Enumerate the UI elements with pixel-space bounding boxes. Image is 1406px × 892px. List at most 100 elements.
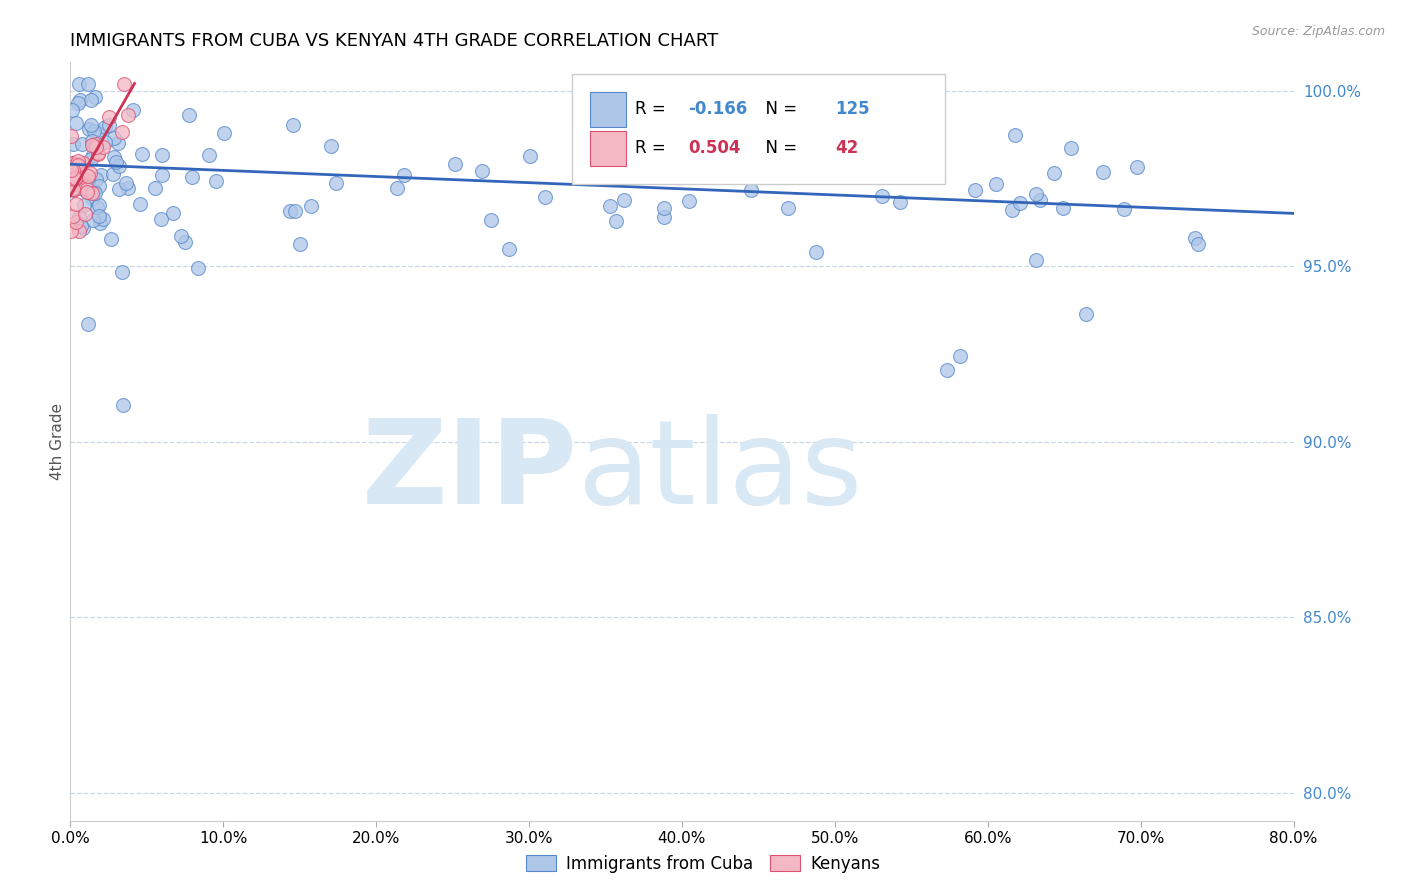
Point [108, 159, 131, 173]
Point [117, 181, 139, 195]
Point [62, 163, 84, 178]
Point [1001, 202, 1024, 217]
Point [70, 137, 93, 152]
Point [321, 139, 343, 153]
Point [60, 162, 83, 177]
Point [498, 243, 520, 257]
Point [103, 150, 125, 164]
Point [718, 139, 741, 153]
Point [86, 146, 108, 161]
Point [60, 170, 83, 185]
Point [77, 77, 100, 91]
Point [963, 183, 986, 197]
Legend: Immigrants from Cuba, Kenyans: Immigrants from Cuba, Kenyans [519, 848, 887, 880]
Point [115, 176, 138, 190]
Point [84, 140, 107, 154]
Point [60, 169, 83, 183]
Point [107, 136, 129, 150]
Point [77, 121, 100, 136]
Point [94, 120, 117, 134]
Point [187, 260, 209, 275]
Point [63, 182, 86, 196]
Point [288, 236, 311, 251]
Point [83, 184, 105, 198]
Point [87, 209, 110, 223]
Point [1025, 186, 1047, 201]
Point [60, 224, 83, 238]
Point [72, 181, 94, 195]
Point [299, 199, 322, 213]
Point [97, 118, 120, 132]
Point [62, 156, 84, 170]
Point [1004, 128, 1026, 142]
Point [652, 201, 675, 215]
Point [1025, 253, 1047, 268]
Point [613, 193, 636, 207]
Point [72, 221, 94, 235]
Point [1043, 166, 1066, 180]
Point [76, 185, 98, 199]
Point [69, 167, 91, 181]
FancyBboxPatch shape [591, 92, 626, 127]
Point [1184, 230, 1206, 244]
Point [636, 141, 658, 155]
Point [131, 147, 153, 161]
Point [82, 212, 104, 227]
Point [89, 216, 111, 230]
Point [284, 204, 307, 219]
Text: IMMIGRANTS FROM CUBA VS KENYAN 4TH GRADE CORRELATION CHART: IMMIGRANTS FROM CUBA VS KENYAN 4TH GRADE… [70, 32, 718, 50]
Point [83, 186, 105, 201]
Point [73, 198, 96, 212]
Point [121, 103, 143, 117]
Point [84, 171, 107, 186]
Text: N =: N = [755, 100, 803, 118]
Point [65, 115, 87, 129]
Point [112, 398, 135, 412]
Point [84, 136, 107, 151]
Point [73, 176, 96, 190]
Point [534, 190, 557, 204]
Point [80, 134, 103, 148]
Point [82, 191, 104, 205]
Text: -0.166: -0.166 [688, 100, 747, 118]
Point [104, 154, 127, 169]
Point [77, 169, 100, 184]
Point [65, 214, 87, 228]
Point [62, 137, 84, 152]
Point [82, 186, 104, 201]
Point [79, 93, 101, 107]
Point [605, 214, 627, 228]
FancyBboxPatch shape [572, 74, 945, 184]
Point [62, 172, 84, 186]
Point [112, 77, 135, 91]
Point [80, 118, 103, 132]
Point [872, 189, 894, 203]
Point [666, 115, 689, 129]
Point [205, 174, 228, 188]
Point [101, 167, 124, 181]
Point [65, 196, 87, 211]
Point [128, 197, 150, 211]
Point [870, 131, 893, 145]
Point [936, 362, 959, 376]
Point [86, 200, 108, 214]
Point [948, 349, 970, 363]
Point [76, 318, 98, 332]
Point [62, 209, 84, 223]
Point [471, 163, 494, 178]
Point [181, 169, 204, 184]
Point [66, 158, 89, 172]
Point [80, 138, 103, 153]
Text: N =: N = [755, 139, 803, 157]
Point [1092, 165, 1115, 179]
Point [76, 182, 98, 196]
Text: Source: ZipAtlas.com: Source: ZipAtlas.com [1251, 25, 1385, 38]
Point [652, 210, 675, 224]
Text: R =: R = [636, 139, 672, 157]
Point [87, 198, 110, 212]
Point [72, 156, 94, 170]
Point [91, 211, 114, 226]
Point [1074, 307, 1097, 321]
Point [75, 206, 97, 220]
Point [82, 148, 104, 162]
